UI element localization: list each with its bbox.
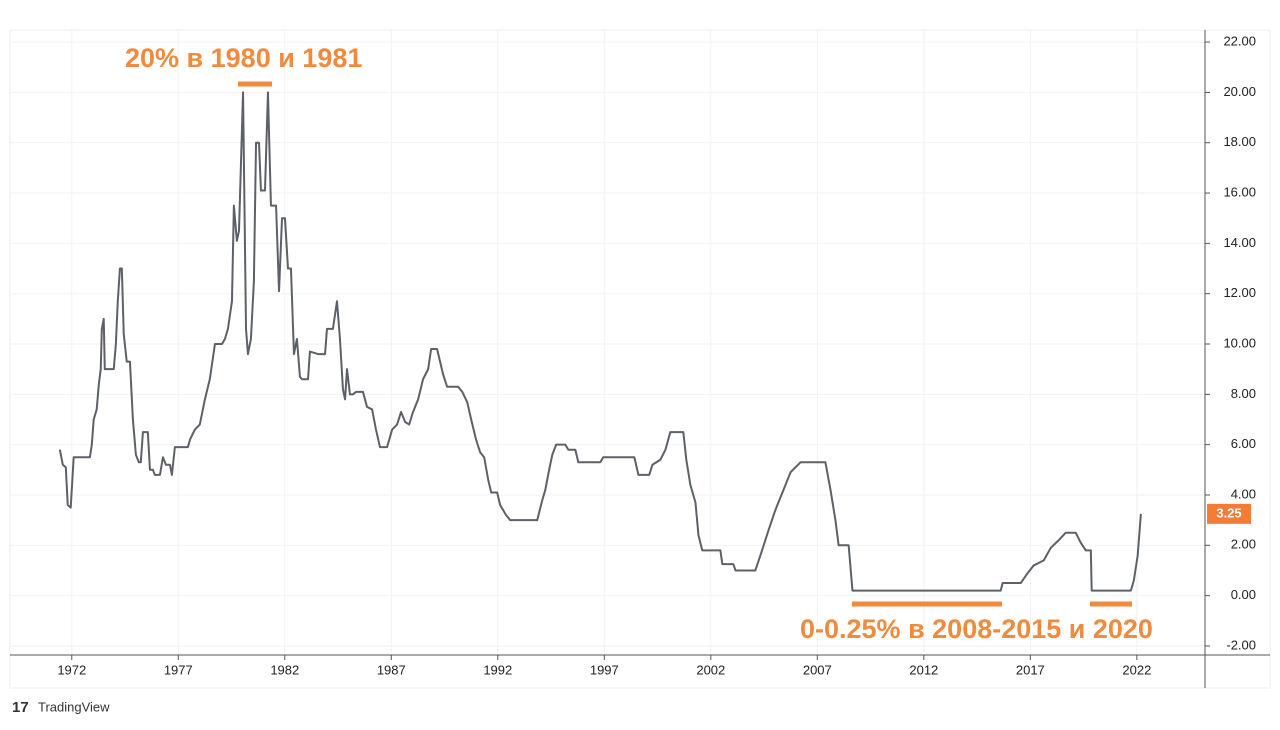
annotation: 20% в 1980 и 1981	[125, 43, 362, 73]
x-tick-label: 1997	[590, 662, 619, 677]
x-tick-label: 2017	[1016, 662, 1045, 677]
y-tick-label: -2.00	[1226, 637, 1256, 652]
x-tick-label: 2022	[1122, 662, 1151, 677]
y-tick-label: 18.00	[1223, 134, 1256, 149]
x-tick-label: 1992	[483, 662, 512, 677]
x-tick-label: 1977	[164, 662, 193, 677]
x-tick-label: 1987	[377, 662, 406, 677]
line	[58, 91, 1142, 592]
y-tick-label: 8.00	[1231, 386, 1256, 401]
y-tick-label: 22.00	[1223, 34, 1256, 49]
y-tick-label: 0.00	[1231, 587, 1256, 602]
x-tick-label: 1972	[57, 662, 86, 677]
grid	[10, 30, 1205, 655]
y-tick-label: 2.00	[1231, 537, 1256, 552]
x-tick-label: 2012	[909, 662, 938, 677]
x-tick-label: 2002	[696, 662, 725, 677]
y-tick-label: 14.00	[1223, 235, 1256, 250]
y-tick-label: 20.00	[1223, 84, 1256, 99]
logo: 17	[12, 699, 29, 716]
watermark: TradingView	[38, 699, 110, 714]
y-tick-label: 10.00	[1223, 335, 1256, 350]
x-tick-label: 1982	[270, 662, 299, 677]
frame	[9, 29, 1271, 689]
y-tick-label: 12.00	[1223, 285, 1256, 300]
y-tick-label: 16.00	[1223, 184, 1256, 199]
last-value-label: 3.25	[1216, 505, 1241, 520]
y-tick-label: 6.00	[1231, 436, 1256, 451]
annotation: 0-0.25% в 2008-2015 и 2020	[800, 614, 1153, 644]
x-tick-label: 2007	[803, 662, 832, 677]
y-tick-label: 4.00	[1231, 486, 1256, 501]
last-value-box	[1207, 503, 1251, 524]
